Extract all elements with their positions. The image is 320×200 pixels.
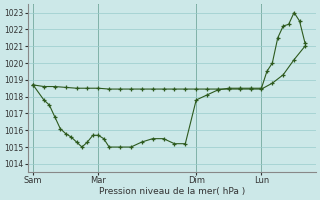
X-axis label: Pression niveau de la mer( hPa ): Pression niveau de la mer( hPa ) — [99, 187, 245, 196]
